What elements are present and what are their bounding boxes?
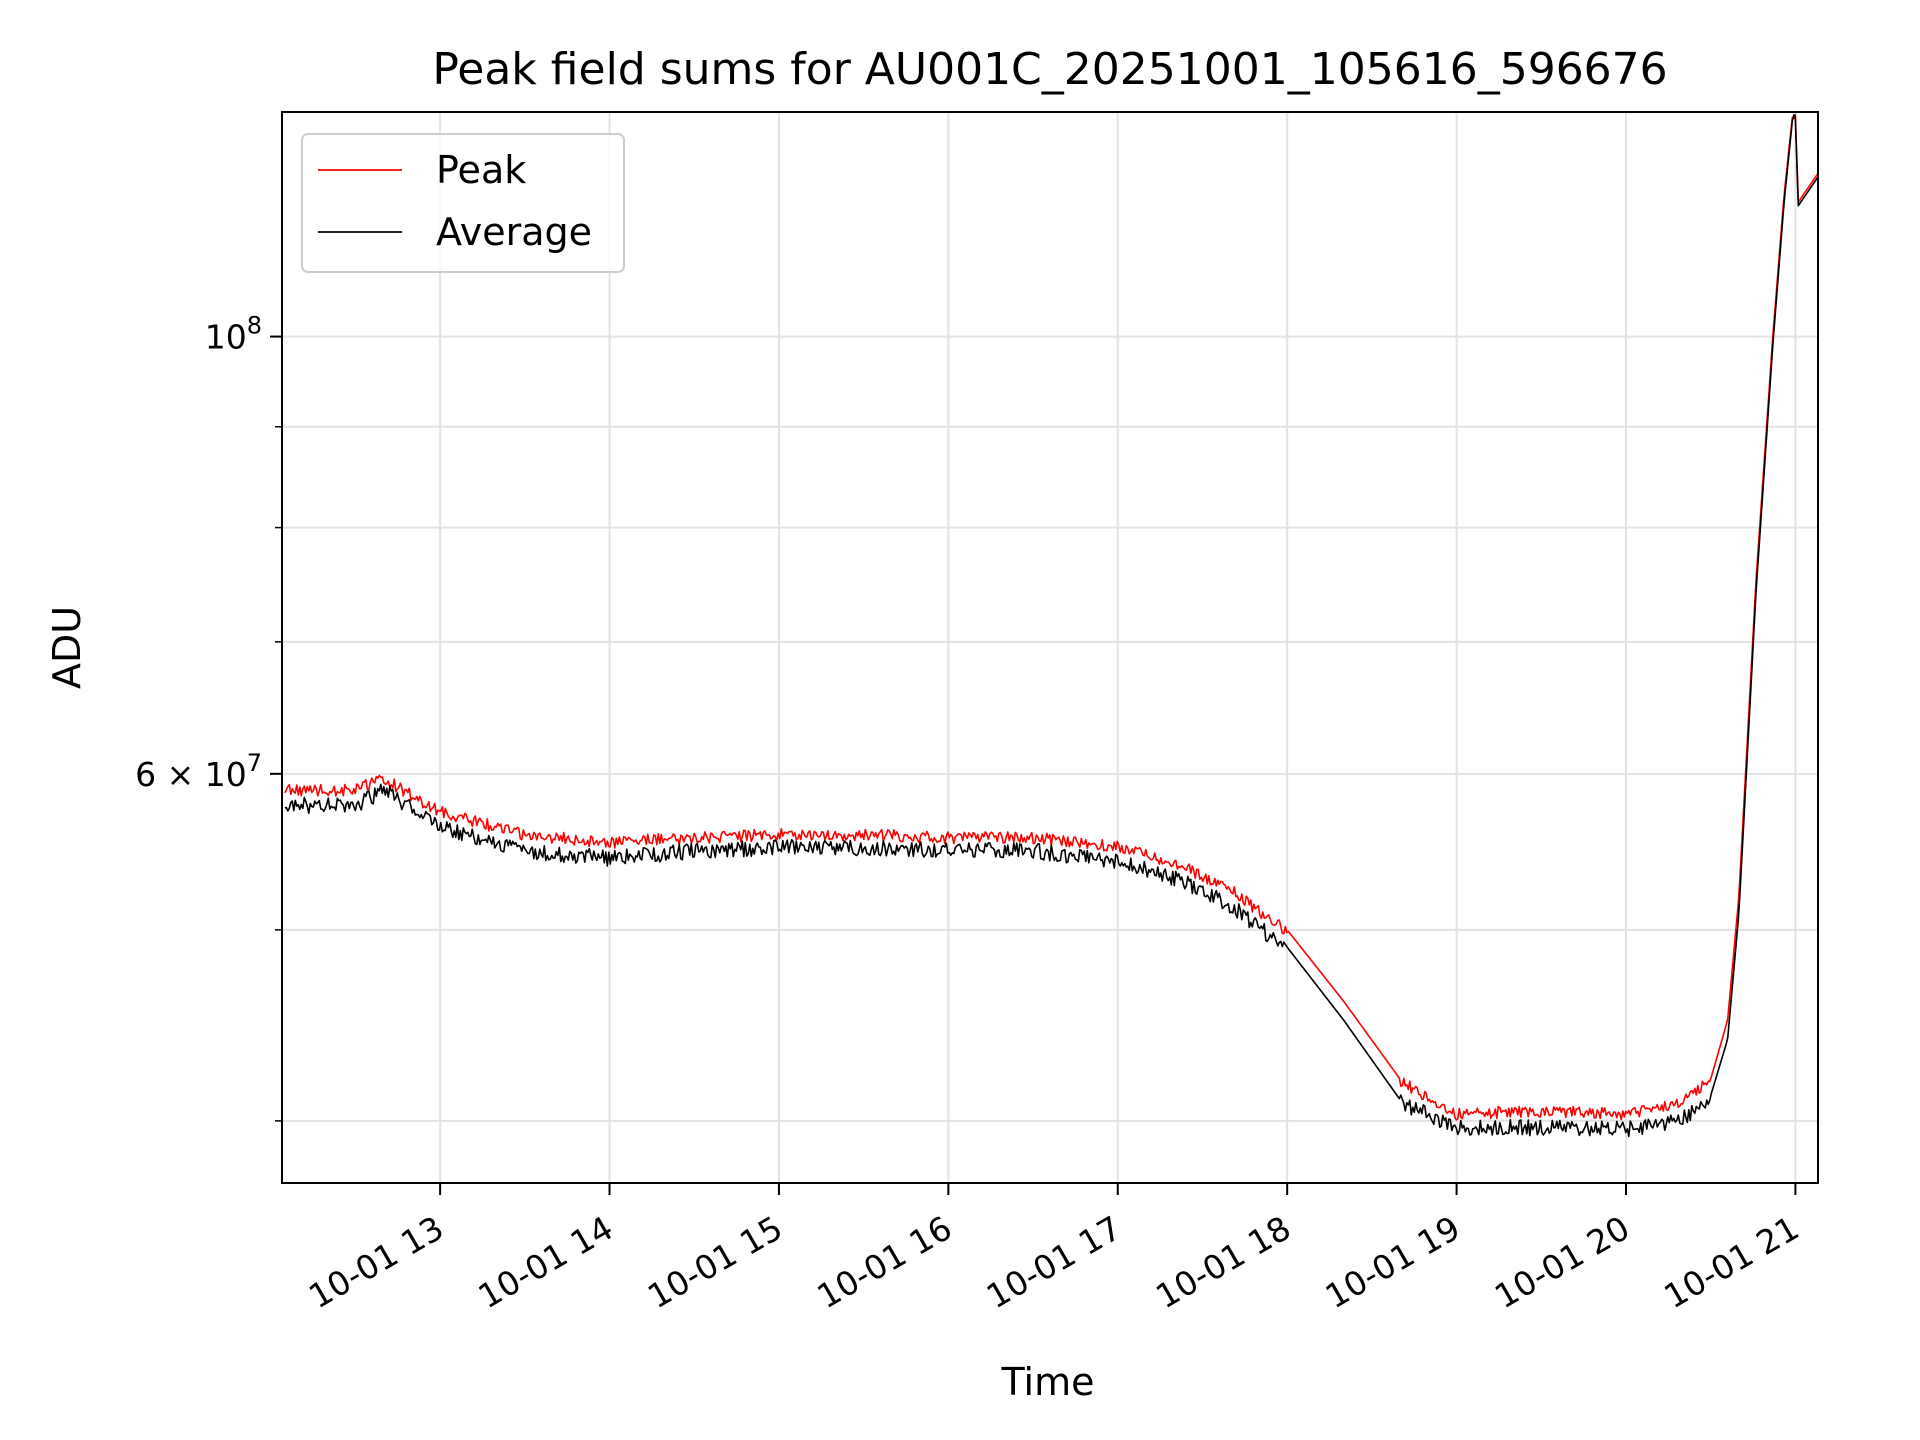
y-tick-label: 6 × 107 xyxy=(135,749,262,794)
chart-title: Peak field sums for AU001C_20251001_1056… xyxy=(432,44,1667,95)
y-tick-exponent: 8 xyxy=(247,312,262,340)
series-line-average xyxy=(284,114,1819,1138)
series-layer xyxy=(284,113,1819,1138)
grid xyxy=(282,112,1818,1183)
legend-label-peak: Peak xyxy=(436,148,526,192)
y-axis-label: ADU xyxy=(45,606,89,689)
legend-box xyxy=(301,133,625,273)
y-tick-mantissa: 6 × 10 xyxy=(135,755,247,794)
legend-label-average: Average xyxy=(436,210,592,254)
y-tick-mantissa: 10 xyxy=(205,318,247,357)
legend: Peak Average xyxy=(301,133,625,273)
y-tick-label: 108 xyxy=(205,312,262,357)
plot-frame xyxy=(281,111,1819,1184)
y-tick-exponent: 7 xyxy=(247,749,262,777)
x-axis-label: Time xyxy=(1001,1360,1095,1404)
